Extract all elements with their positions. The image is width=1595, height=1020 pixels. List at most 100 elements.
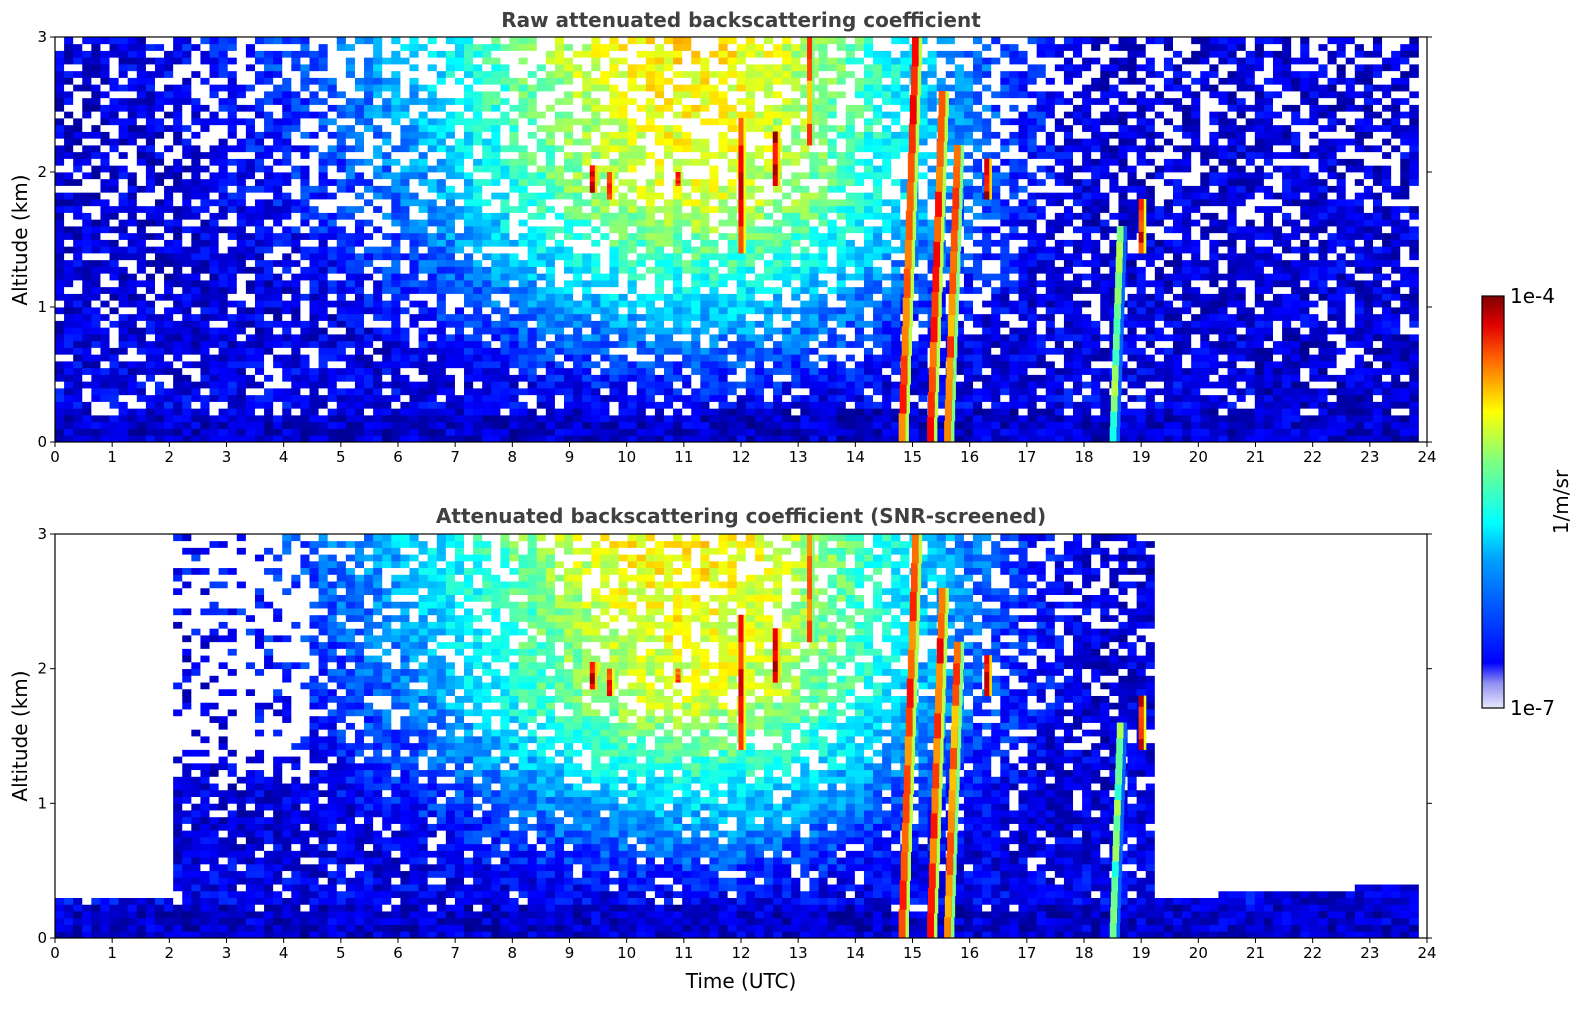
- heatmap-cell: [727, 394, 738, 402]
- heatmap-cell: [673, 408, 683, 416]
- heatmap-cell: [645, 97, 656, 105]
- heatmap-cell: [400, 300, 410, 308]
- heatmap-cell: [654, 219, 665, 227]
- heatmap-cell: [173, 172, 183, 180]
- heatmap-cell: [673, 165, 683, 173]
- heatmap-cell: [591, 320, 601, 328]
- heatmap-cell: [636, 421, 647, 429]
- heatmap-cell: [236, 340, 247, 348]
- heatmap-cell: [554, 347, 565, 355]
- heatmap-cell: [109, 172, 120, 180]
- heatmap-cell: [454, 313, 465, 321]
- heatmap-cell: [236, 293, 247, 301]
- heatmap-cell: [518, 104, 529, 112]
- heatmap-cell: [73, 145, 83, 153]
- heatmap-cell: [782, 172, 792, 180]
- heatmap-cell: [91, 320, 101, 328]
- heatmap-cell: [782, 185, 792, 193]
- heatmap-cell: [64, 64, 74, 72]
- heatmap-cell: [473, 138, 483, 146]
- heatmap-cell: [227, 124, 238, 132]
- heatmap-cell: [600, 97, 610, 105]
- heatmap-cell: [718, 428, 729, 436]
- heatmap-cell: [727, 286, 738, 294]
- heatmap-cell: [273, 165, 283, 173]
- heatmap-cell: [373, 313, 383, 321]
- heatmap-cell: [600, 313, 610, 321]
- heatmap-cell: [118, 124, 129, 132]
- heatmap-cell: [791, 138, 801, 146]
- heatmap-cell: [64, 131, 74, 139]
- heatmap-cell: [318, 64, 329, 72]
- heatmap-cell: [245, 394, 256, 402]
- heatmap-cell: [182, 192, 192, 200]
- heatmap-cell: [227, 273, 238, 281]
- heatmap-cell: [682, 394, 692, 402]
- heatmap-cell: [164, 253, 174, 261]
- heatmap-cell: [218, 354, 229, 362]
- heatmap-cell: [427, 435, 438, 443]
- heatmap-cell: [709, 138, 719, 146]
- heatmap-cell: [564, 178, 574, 186]
- heatmap-cell: [82, 421, 92, 429]
- heatmap-cell: [154, 199, 165, 207]
- heatmap-cell: [473, 91, 483, 99]
- heatmap-cell: [491, 286, 501, 294]
- heatmap-cell: [291, 388, 301, 396]
- heatmap-cell: [573, 313, 583, 321]
- heatmap-cell: [636, 219, 647, 227]
- heatmap-cell: [536, 253, 547, 261]
- heatmap-cell: [573, 172, 583, 180]
- heatmap-cell: [82, 138, 92, 146]
- heatmap-cell: [100, 172, 110, 180]
- heatmap-cell: [782, 219, 792, 227]
- heatmap-cell: [127, 165, 138, 173]
- heatmap-cell: [491, 199, 501, 207]
- heatmap-cell: [636, 37, 647, 45]
- heatmap-cell: [645, 327, 656, 335]
- heatmap-cell: [618, 313, 629, 321]
- heatmap-cell: [254, 401, 265, 409]
- heatmap-cell: [391, 293, 401, 301]
- heatmap-cell: [436, 104, 447, 112]
- heatmap-cell: [273, 334, 283, 342]
- heatmap-cell: [354, 280, 365, 288]
- heatmap-cell: [327, 300, 338, 308]
- heatmap-cell: [709, 199, 719, 207]
- heatmap-cell: [91, 131, 101, 139]
- heatmap-cell: [73, 286, 83, 294]
- heatmap-cell: [100, 361, 110, 369]
- heatmap-cell: [691, 266, 701, 274]
- heatmap-cell: [200, 104, 210, 112]
- heatmap-cell: [364, 320, 374, 328]
- heatmap-cell: [64, 246, 74, 254]
- heatmap-cell: [636, 340, 647, 348]
- heatmap-cell: [336, 286, 347, 294]
- heatmap-cell: [382, 334, 392, 342]
- heatmap-cell: [73, 340, 83, 348]
- heatmap-cell: [609, 300, 619, 308]
- heatmap-cell: [691, 239, 701, 247]
- heatmap-cell: [382, 313, 392, 321]
- heatmap-cell: [382, 151, 392, 159]
- heatmap-cell: [318, 259, 329, 267]
- heatmap-cell: [73, 84, 83, 92]
- heatmap-cell: [591, 259, 601, 267]
- heatmap-cell: [654, 374, 665, 382]
- heatmap-cell: [754, 131, 765, 139]
- heatmap-cell: [536, 408, 547, 416]
- heatmap-cell: [273, 253, 283, 261]
- heatmap-cell: [136, 151, 147, 159]
- heatmap-cell: [718, 37, 729, 45]
- heatmap-cell: [527, 212, 538, 220]
- heatmap-cell: [627, 172, 638, 180]
- heatmap-cell: [318, 239, 329, 247]
- heatmap-cell: [245, 118, 256, 126]
- heatmap-cell: [500, 415, 510, 423]
- heatmap-cell: [418, 50, 429, 58]
- heatmap-cell: [564, 37, 574, 45]
- heatmap-cell: [709, 226, 719, 234]
- heatmap-cell: [573, 192, 583, 200]
- heatmap-cell: [645, 138, 656, 146]
- heatmap-cell: [509, 104, 519, 112]
